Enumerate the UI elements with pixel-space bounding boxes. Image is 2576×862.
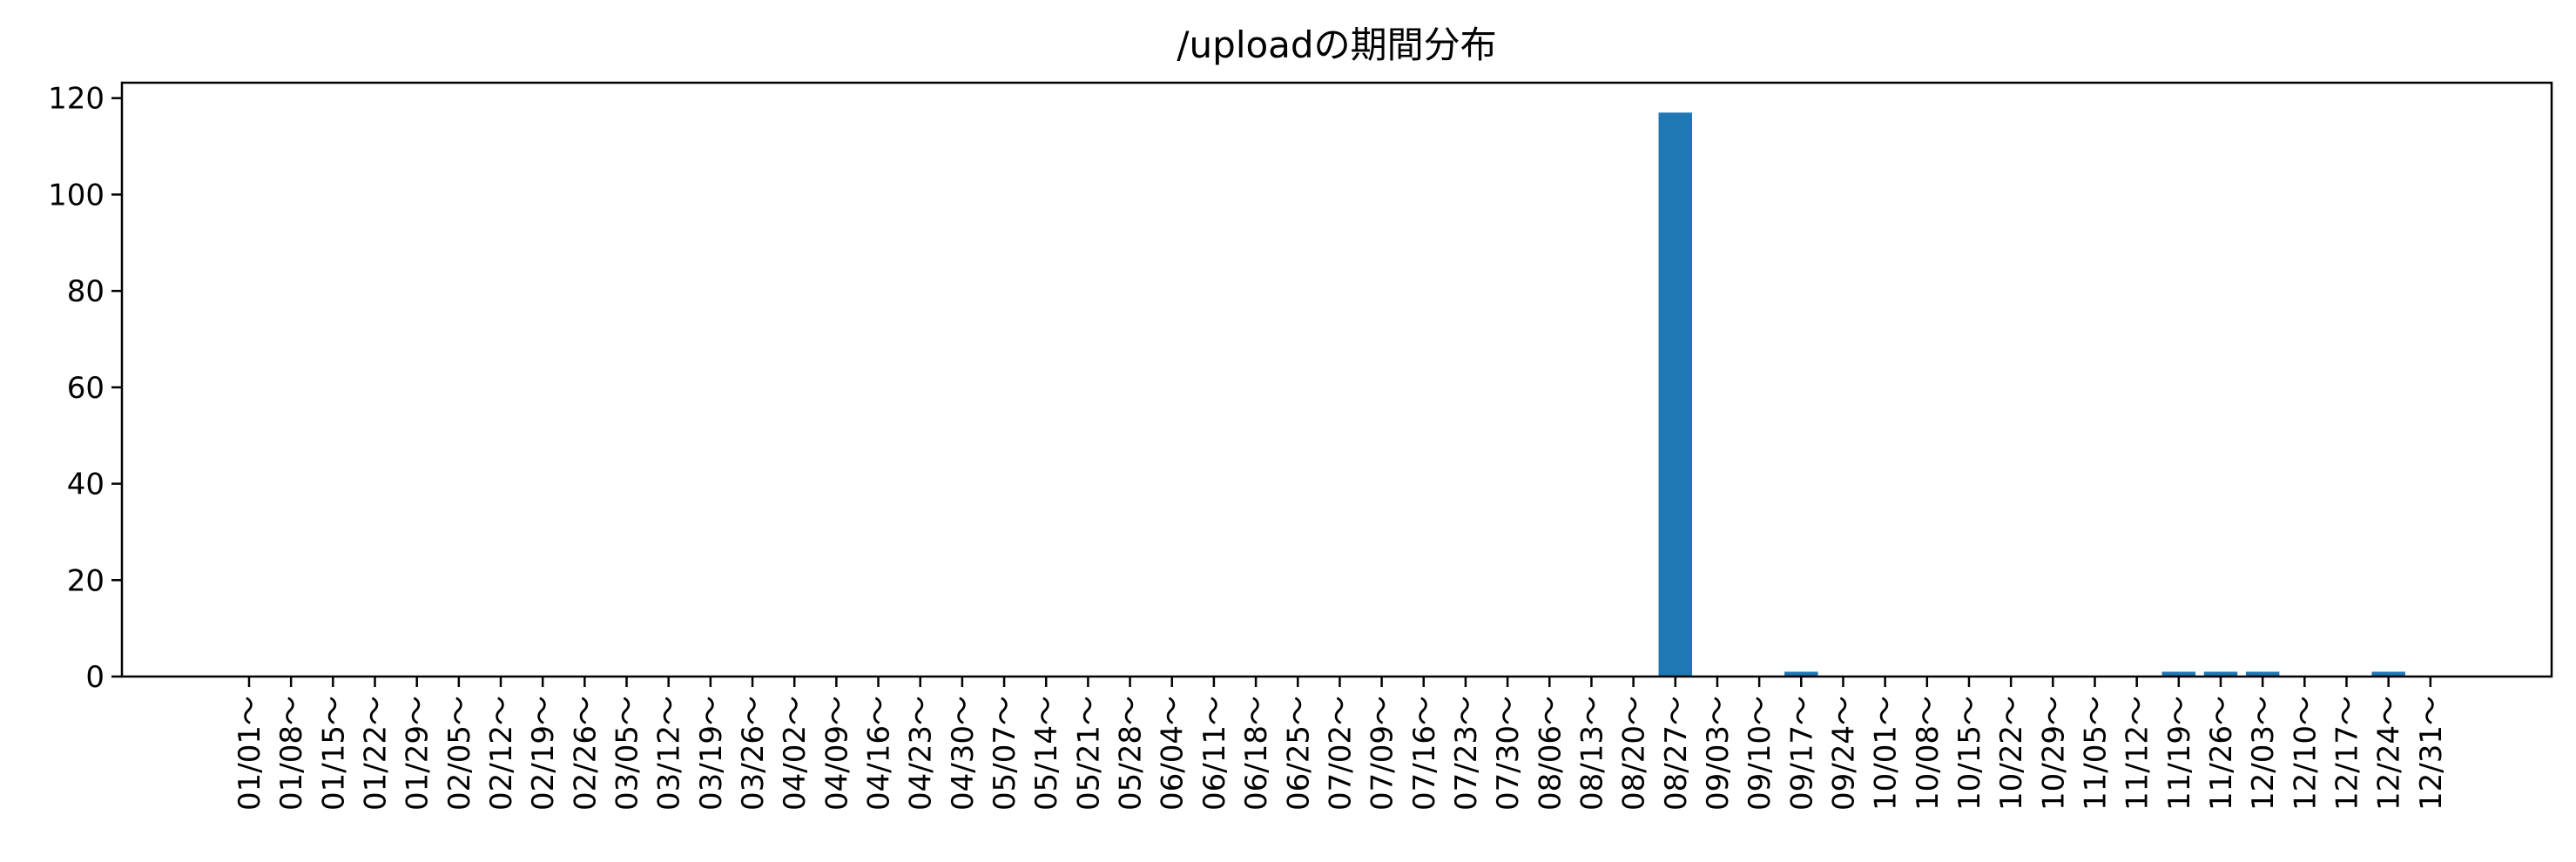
x-tick-label: 02/19～ [526,696,561,811]
x-tick-label: 09/10～ [1743,696,1777,811]
bar [2161,671,2196,677]
x-tick-label: 08/06～ [1533,696,1568,811]
bar [1658,112,1693,677]
y-tick-label: 40 [67,468,105,502]
x-tick-label: 10/08～ [1911,696,1945,811]
x-tick-label: 06/11～ [1197,696,1232,811]
x-tick-label: 02/05～ [442,696,477,811]
x-tick-label: 08/20～ [1617,696,1652,811]
x-tick-label: 10/15～ [1952,696,1987,811]
x-tick-label: 12/10～ [2288,696,2323,811]
bar [1784,671,1818,677]
x-tick-label: 10/01～ [1869,696,1904,811]
x-tick-label: 07/16～ [1407,696,1442,811]
x-tick-label: 09/24～ [1826,696,1861,811]
x-tick-label: 12/03～ [2246,696,2281,811]
x-tick-label: 07/30～ [1491,696,1526,811]
x-tick-label: 12/17～ [2330,696,2365,811]
x-tick-label: 01/29～ [401,696,435,811]
x-tick-label: 01/15～ [316,696,351,811]
chart-title: /uploadの期間分布 [1177,24,1496,66]
x-tick-label: 11/05～ [2078,696,2113,811]
x-tick-label: 09/03～ [1701,696,1736,811]
x-tick-label: 07/09～ [1366,696,1400,811]
x-tick-label: 11/19～ [2162,696,2197,811]
x-tick-label: 05/21～ [1071,696,1106,811]
y-tick-label: 60 [67,371,105,406]
y-axis: 0 20 40 60 80 100 120 [48,82,122,695]
x-tick-label: 07/23～ [1449,696,1484,811]
x-tick-label: 04/16～ [862,696,897,811]
x-tick-label: 04/02～ [778,696,813,811]
x-axis: 01/01～ 01/08～ 01/15～ 01/22～ 01/29～ 02/05～ 02/1… [233,677,2449,811]
x-tick-label: 03/19～ [694,696,729,811]
x-tick-label: 02/12～ [484,696,519,811]
bars-group [1658,112,2405,677]
x-tick-label: 03/05～ [610,696,645,811]
x-tick-label: 02/26～ [568,696,603,811]
x-tick-label: 08/27～ [1659,696,1694,811]
x-tick-label: 04/30～ [946,696,981,811]
x-tick-label: 10/22～ [1994,696,2029,811]
bar [2371,671,2405,677]
y-tick-label: 20 [67,563,105,598]
x-tick-label: 01/22～ [359,696,394,811]
x-tick-label: 06/04～ [1156,696,1190,811]
x-tick-label: 05/07～ [988,696,1022,811]
x-tick-label: 12/24～ [2372,696,2407,811]
x-tick-label: 07/02～ [1323,696,1358,811]
x-tick-label: 09/17～ [1784,696,1819,811]
x-tick-label: 03/12～ [652,696,687,811]
x-tick-label: 01/01～ [233,696,267,811]
plot-frame [120,81,2553,678]
x-tick-label: 01/08～ [274,696,309,811]
x-tick-label: 03/26～ [736,696,771,811]
x-tick-label: 05/28～ [1114,696,1149,811]
y-tick-label: 0 [85,660,105,695]
y-tick-label: 80 [67,274,105,309]
bar [2203,671,2238,677]
y-tick-label: 120 [48,82,105,117]
x-tick-label: 12/31～ [2414,696,2449,811]
x-tick-label: 11/26～ [2204,696,2239,811]
x-tick-label: 08/13～ [1575,696,1609,811]
x-tick-label: 04/09～ [819,696,854,811]
x-tick-label: 04/23～ [904,696,939,811]
x-tick-label: 10/29～ [2036,696,2071,811]
y-tick-label: 100 [48,178,105,212]
bar [2245,671,2280,677]
x-tick-label: 05/14～ [1029,696,1064,811]
x-tick-label: 06/18～ [1239,696,1274,811]
x-tick-label: 11/12～ [2121,696,2155,811]
x-tick-label: 06/25～ [1281,696,1316,811]
